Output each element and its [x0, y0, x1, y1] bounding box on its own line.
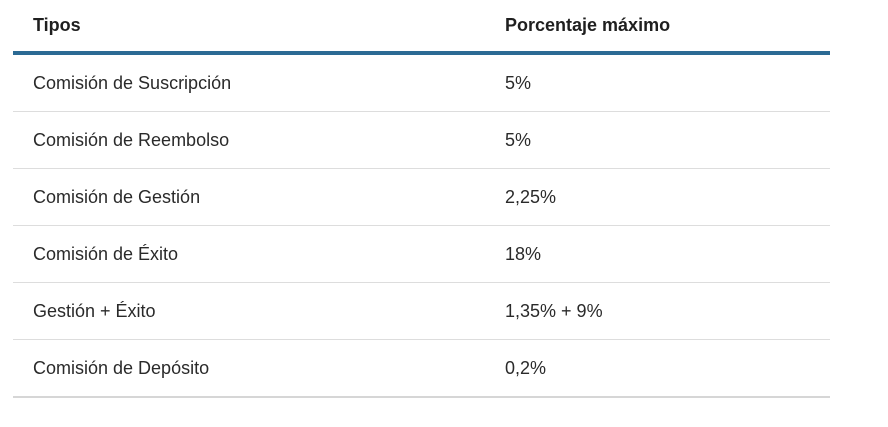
table-row: Comisión de Depósito 0,2% [13, 339, 830, 398]
table-header-row: Tipos Porcentaje máximo [13, 0, 830, 55]
table-row: Comisión de Éxito 18% [13, 225, 830, 283]
table-row: Comisión de Reembolso 5% [13, 111, 830, 169]
row-type-cell: Comisión de Gestión [13, 168, 485, 226]
row-percentage-cell: 18% [485, 225, 830, 283]
row-type-cell: Comisión de Suscripción [13, 53, 485, 112]
row-percentage-cell: 2,25% [485, 168, 830, 226]
row-type-cell: Gestión + Éxito [13, 282, 485, 340]
table-row: Comisión de Suscripción 5% [13, 53, 830, 112]
row-type-cell: Comisión de Depósito [13, 339, 485, 398]
fees-table-container: Tipos Porcentaje máximo Comisión de Susc… [13, 0, 830, 398]
row-percentage-cell: 0,2% [485, 339, 830, 398]
row-type-cell: Comisión de Reembolso [13, 111, 485, 169]
header-tipos: Tipos [13, 0, 485, 55]
fees-table: Tipos Porcentaje máximo Comisión de Susc… [13, 0, 830, 398]
row-percentage-cell: 5% [485, 53, 830, 112]
row-percentage-cell: 5% [485, 111, 830, 169]
table-row: Comisión de Gestión 2,25% [13, 168, 830, 226]
row-percentage-cell: 1,35% + 9% [485, 282, 830, 340]
header-porcentaje-maximo: Porcentaje máximo [485, 0, 830, 55]
row-type-cell: Comisión de Éxito [13, 225, 485, 283]
table-row: Gestión + Éxito 1,35% + 9% [13, 282, 830, 340]
